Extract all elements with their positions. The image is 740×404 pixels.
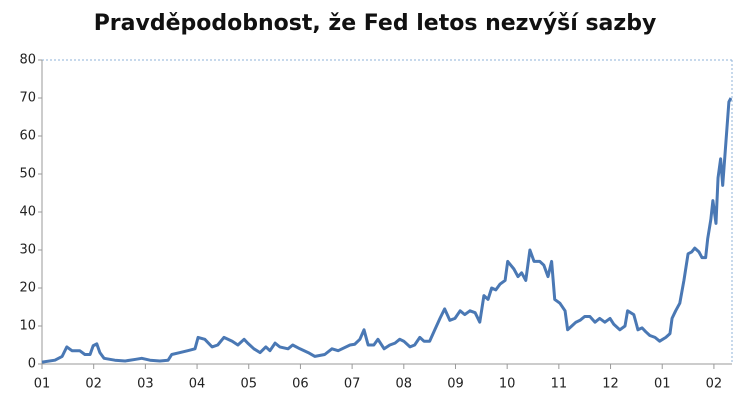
y-tick-label: 80 xyxy=(19,53,36,68)
x-tick-label: 09 xyxy=(447,377,464,392)
x-tick-label: 05 xyxy=(240,377,257,392)
x-tick-label: 07 xyxy=(344,377,361,392)
x-tick-label: 11 xyxy=(551,377,568,392)
x-tick-label: 08 xyxy=(396,377,413,392)
x-tick-label: 01 xyxy=(654,377,671,392)
data-line xyxy=(41,97,733,364)
y-tick-label: 10 xyxy=(19,319,36,334)
chart-title: Pravděpodobnost, že Fed letos nezvýší sa… xyxy=(94,11,657,36)
x-tick-label: 01 xyxy=(34,377,51,392)
x-tick-label: 02 xyxy=(706,377,723,392)
y-tick-label: 0 xyxy=(28,357,36,372)
y-tick-label: 50 xyxy=(19,167,36,182)
x-tick-label: 12 xyxy=(602,377,619,392)
x-tick-label: 06 xyxy=(292,377,309,392)
y-tick-label: 40 xyxy=(19,205,36,220)
x-tick-label: 10 xyxy=(499,377,516,392)
x-tick-label: 02 xyxy=(85,377,102,392)
x-tick-label: 04 xyxy=(189,377,206,392)
y-tick-label: 60 xyxy=(19,129,36,144)
x-tick-label: 03 xyxy=(137,377,154,392)
y-tick-label: 30 xyxy=(19,243,36,258)
y-tick-label: 20 xyxy=(19,281,36,296)
y-tick-label: 70 xyxy=(19,91,36,106)
